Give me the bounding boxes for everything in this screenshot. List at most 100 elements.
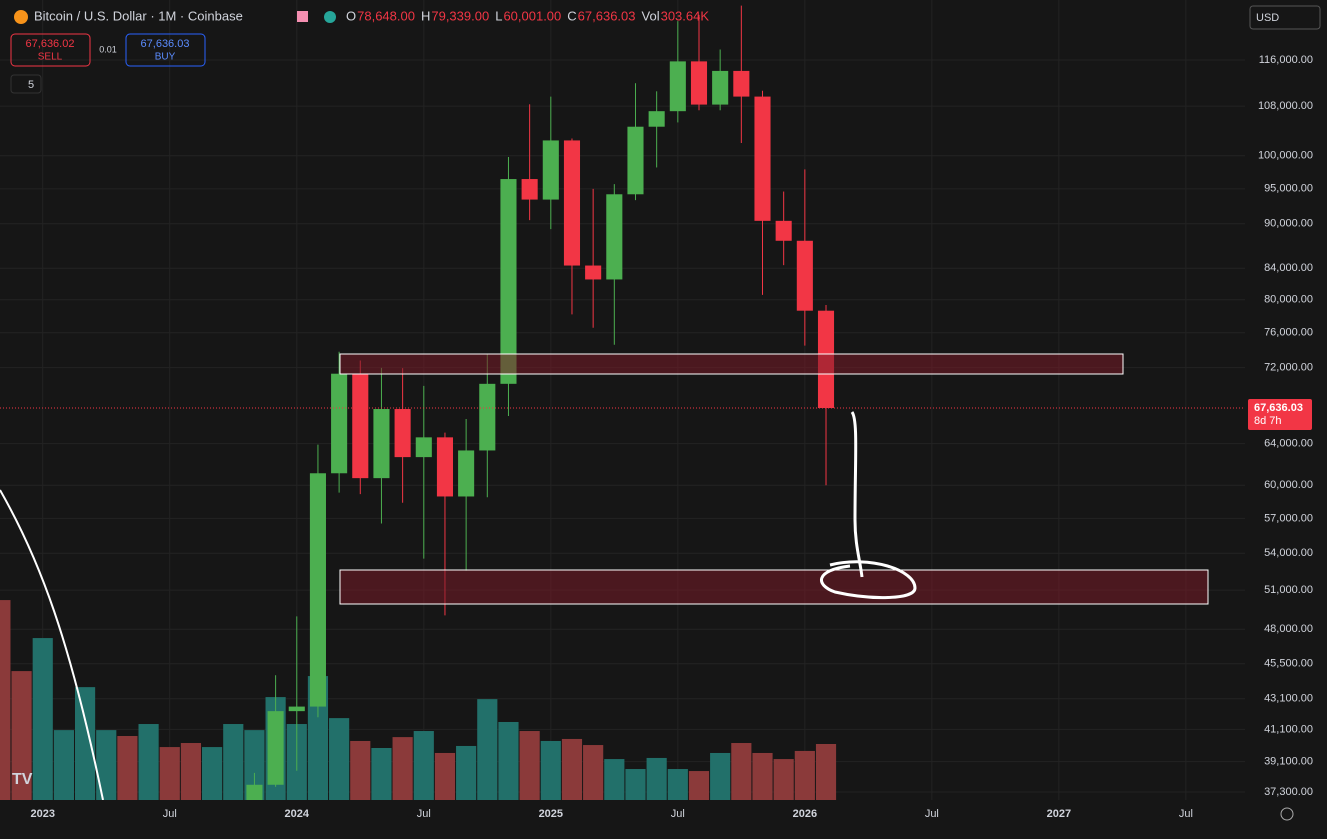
volume-bar	[604, 759, 625, 800]
candle-body	[669, 61, 686, 112]
drawn-circle[interactable]	[820, 560, 917, 600]
price-tag-value: 67,636.03	[1254, 402, 1303, 414]
buy-button[interactable]	[125, 33, 206, 67]
candle-body	[267, 711, 284, 785]
volume-bar	[371, 747, 392, 800]
y-tick-label: 37,300.00	[1264, 786, 1313, 798]
candle-body	[733, 70, 750, 97]
currency: USD	[1256, 12, 1279, 24]
y-tick-label: 48,000.00	[1264, 623, 1313, 635]
ohlc-key: H	[421, 8, 430, 23]
volume-bar	[752, 752, 773, 800]
candle-body	[331, 373, 348, 474]
x-tick-label: 2026	[793, 808, 817, 820]
ohlc-value: 79,339.00	[431, 8, 489, 23]
currency-select[interactable]	[1249, 5, 1321, 30]
volume-bar	[434, 752, 456, 800]
volume-bar	[180, 743, 202, 800]
candle-body	[627, 126, 644, 195]
candle-body	[606, 194, 623, 280]
ohlc-value: 60,001.00	[503, 8, 561, 23]
settings-icon[interactable]	[1280, 807, 1294, 821]
volume-bar	[688, 771, 710, 800]
price-tag-countdown: 8d 7h	[1254, 415, 1282, 427]
volume-bar	[731, 743, 752, 800]
candle-body	[458, 450, 475, 497]
sell-button[interactable]	[10, 33, 91, 67]
volume-bar	[96, 730, 117, 800]
y-tick-label: 41,100.00	[1264, 723, 1313, 735]
ohlc-key: Vol	[642, 8, 660, 23]
ohlc-value: 303.64K	[661, 8, 710, 23]
candle-body	[585, 265, 602, 280]
volume-bar	[646, 757, 667, 800]
volume-bar	[0, 600, 11, 800]
indicator-count: 5	[28, 79, 34, 91]
y-tick-label: 76,000.00	[1264, 327, 1313, 339]
x-tick-label: 2025	[539, 808, 563, 820]
price-tag	[1248, 399, 1312, 431]
y-tick-label: 90,000.00	[1264, 218, 1313, 230]
flag[interactable]	[297, 11, 308, 22]
volume-bar	[244, 730, 265, 800]
volume-bar	[223, 724, 244, 800]
y-tick-label: 95,000.00	[1264, 183, 1313, 195]
candle-body	[288, 706, 305, 712]
x-tick-label: Jul	[925, 808, 939, 820]
symbol: Bitcoin / U.S. Dollar · 1M · Coinbase	[34, 8, 243, 23]
ohlc-value: 67,636.03	[578, 8, 636, 23]
spread: 0.01	[99, 44, 117, 54]
volume-bar	[625, 769, 646, 800]
axes: 116,000.00 108,000.00 100,000.00 95,000.00 9…	[30, 54, 1313, 820]
candle-body	[352, 373, 369, 479]
volume-bar	[519, 731, 540, 800]
volume-bar	[667, 769, 688, 800]
candle-body	[415, 437, 432, 458]
candle-body	[500, 179, 517, 384]
resistance-zone[interactable]	[339, 353, 1124, 375]
volume	[0, 600, 837, 800]
volume-bar	[583, 745, 604, 800]
y-tick-label: 57,000.00	[1264, 512, 1313, 524]
y-tick-label: 54,000.00	[1264, 547, 1313, 559]
indicator-toggle[interactable]	[10, 74, 42, 94]
support-zone[interactable]	[339, 569, 1209, 605]
candle-body	[394, 409, 411, 458]
y-tick-label: 64,000.00	[1264, 438, 1313, 450]
candle-body	[796, 240, 813, 311]
drawn-arrow[interactable]	[850, 411, 864, 578]
volume-bar	[307, 676, 329, 800]
volume-bar	[53, 730, 74, 800]
volume-bar	[710, 752, 731, 800]
volume-bar	[329, 718, 350, 800]
volume-bar	[794, 750, 815, 800]
candle-body	[479, 383, 496, 451]
volume-bar	[815, 744, 837, 800]
y-tick-label: 72,000.00	[1264, 362, 1313, 374]
sell-price: 67,636.02	[26, 38, 75, 50]
x-tick-label: 2027	[1047, 808, 1071, 820]
x-tick-label: 2023	[30, 808, 54, 820]
candle-body	[521, 179, 538, 200]
buy-price: 67,636.03	[141, 38, 190, 50]
candle-body	[373, 409, 390, 479]
y-tick-label: 51,000.00	[1264, 584, 1313, 596]
ohlc-key: O	[346, 8, 356, 23]
y-tick-label: 45,500.00	[1264, 658, 1313, 670]
y-tick-label: 108,000.00	[1258, 100, 1313, 112]
y-tick-label: 84,000.00	[1264, 262, 1313, 274]
volume-bar	[159, 747, 180, 800]
time-axis	[0, 800, 1245, 839]
volume-bar	[773, 759, 794, 800]
ohlc-value: 78,648.00	[357, 8, 415, 23]
y-tick-label: 100,000.00	[1258, 150, 1313, 162]
volume-bar	[74, 687, 96, 800]
candle-body	[309, 473, 326, 707]
volume-bar	[413, 731, 434, 800]
x-tick-label: Jul	[417, 808, 431, 820]
volume-bar	[138, 724, 159, 800]
x-tick-label: Jul	[1179, 808, 1193, 820]
logo: TV	[12, 771, 33, 788]
